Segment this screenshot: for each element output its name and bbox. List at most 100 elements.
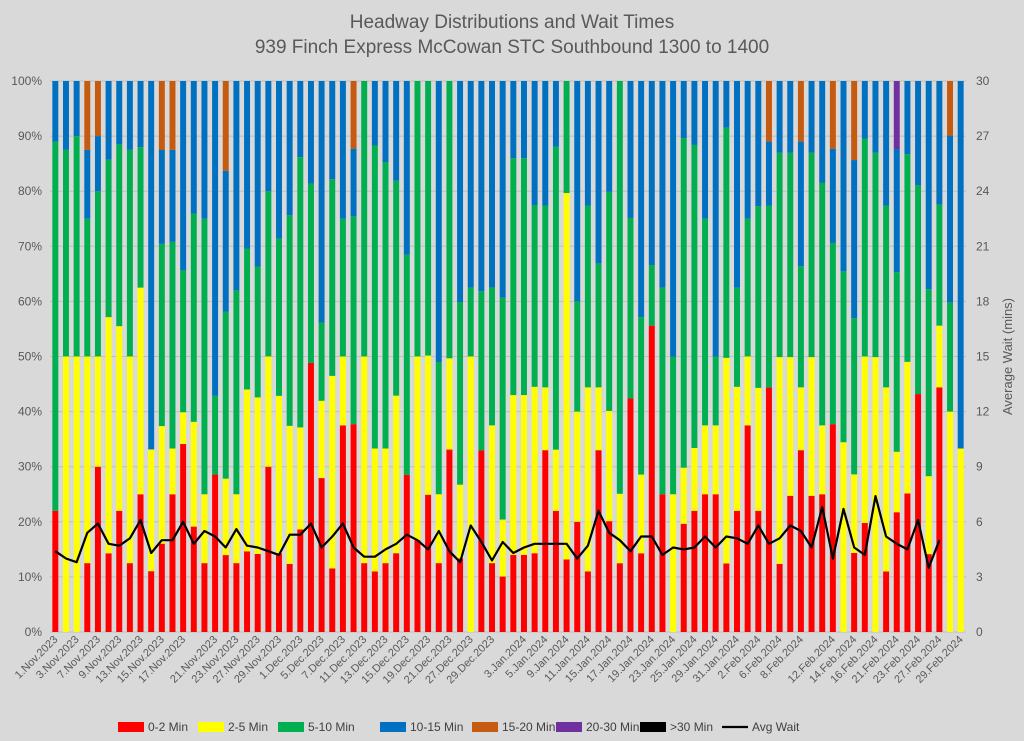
bar-segment: [797, 266, 804, 388]
bar-segment: [307, 183, 314, 363]
bar-segment: [446, 81, 453, 359]
bar-segment: [936, 325, 943, 388]
bar-segment: [510, 158, 517, 396]
bar-segment: [680, 81, 687, 139]
y-right-tick-label: 30: [976, 74, 990, 88]
bar-segment: [371, 81, 378, 146]
bar-segment: [723, 563, 730, 632]
bar-segment: [691, 81, 698, 145]
bar-segment: [371, 448, 378, 572]
bar-segment: [158, 243, 165, 427]
bar-segment: [467, 81, 474, 288]
bar-segment: [915, 81, 922, 186]
y-left-tick-label: 100%: [11, 74, 42, 88]
bar-segment: [403, 81, 410, 255]
bar-segment: [797, 387, 804, 451]
bar-segment: [638, 81, 645, 318]
bar-segment: [403, 474, 410, 632]
bar-segment: [297, 529, 304, 632]
bar-segment: [94, 191, 101, 357]
bar-segment: [702, 494, 709, 632]
bar-segment: [840, 81, 847, 272]
bar-segment: [712, 494, 719, 632]
bar-segment: [84, 149, 91, 219]
bar-segment: [531, 553, 538, 632]
legend-label: 10-15 Min: [410, 720, 463, 734]
bar-segment: [137, 147, 144, 288]
bar-segment: [531, 386, 538, 554]
bar-segment: [776, 357, 783, 564]
bar-segment: [659, 81, 666, 288]
bar-segment: [382, 161, 389, 449]
bar-segment: [563, 193, 570, 560]
bar-segment: [915, 394, 922, 632]
bar-segment: [904, 361, 911, 494]
legend-swatch: [640, 722, 666, 732]
y-right-tick-label: 3: [976, 570, 983, 584]
bar-segment: [489, 563, 496, 632]
bar-segment: [233, 81, 240, 291]
bar-segment: [393, 180, 400, 396]
bar-segment: [329, 81, 336, 180]
bar-segment: [222, 170, 229, 312]
bar-segment: [446, 358, 453, 450]
bar-segment: [84, 356, 91, 564]
bar-segment: [734, 81, 740, 288]
bar-segment: [904, 154, 911, 362]
bar-segment: [212, 81, 219, 396]
bar-segment: [350, 148, 357, 217]
bar-segment: [137, 494, 144, 632]
bar-segment: [670, 494, 677, 632]
bar-segment: [595, 263, 602, 388]
bar-segment: [52, 81, 59, 142]
bar-segment: [148, 449, 155, 572]
bar-segment: [233, 290, 240, 495]
bar-segment: [212, 395, 219, 475]
bar-segment: [627, 217, 634, 399]
legend-label: 0-2 Min: [148, 720, 188, 734]
bar-segment: [148, 81, 155, 450]
bar-segment: [489, 287, 496, 426]
bar-segment: [435, 362, 442, 495]
bar-segment: [670, 356, 677, 495]
bar-segment: [105, 159, 112, 318]
bar-segment: [116, 144, 123, 327]
y-left-tick-label: 70%: [18, 239, 42, 253]
bar-segment: [457, 484, 464, 559]
bar-segment: [712, 81, 719, 357]
bar-segment: [371, 571, 378, 632]
bar-segment: [425, 81, 432, 356]
bar-segment: [499, 297, 506, 520]
bar-segment: [755, 387, 762, 511]
bar-segment: [276, 238, 282, 396]
bar-segment: [489, 81, 496, 288]
bar-segment: [861, 356, 868, 523]
bar-segment: [339, 425, 346, 632]
bar-segment: [116, 326, 123, 511]
bar-segment: [755, 510, 762, 632]
bar-segment: [595, 387, 602, 451]
bar-segment: [787, 81, 794, 153]
bar-segment: [808, 495, 815, 632]
bar-segment: [222, 478, 229, 556]
bar-segment: [158, 543, 165, 632]
avg-wait-line: [54, 495, 941, 569]
bar-segment: [425, 494, 432, 632]
bar-segment: [286, 81, 293, 216]
bar-segment: [851, 552, 858, 632]
bar-segment: [606, 191, 613, 411]
bar-segment: [84, 218, 91, 357]
bar-segment: [105, 81, 112, 160]
bar-segment: [872, 357, 879, 632]
bar-segment: [755, 81, 762, 207]
bar-segment: [265, 81, 272, 192]
bar-segment: [62, 81, 69, 150]
bar-segment: [265, 466, 272, 632]
y-left-tick-label: 20%: [18, 515, 42, 529]
bar-segment: [126, 81, 133, 150]
bar-segment: [552, 81, 559, 147]
bar-segment: [680, 138, 687, 468]
bar-segment: [73, 81, 80, 137]
bar-segment: [520, 81, 527, 159]
bar-segment: [797, 141, 804, 267]
